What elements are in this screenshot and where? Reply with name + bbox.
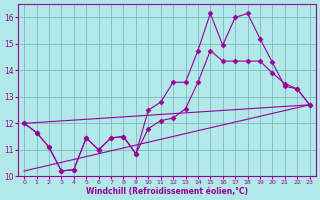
X-axis label: Windchill (Refroidissement éolien,°C): Windchill (Refroidissement éolien,°C) <box>86 187 248 196</box>
